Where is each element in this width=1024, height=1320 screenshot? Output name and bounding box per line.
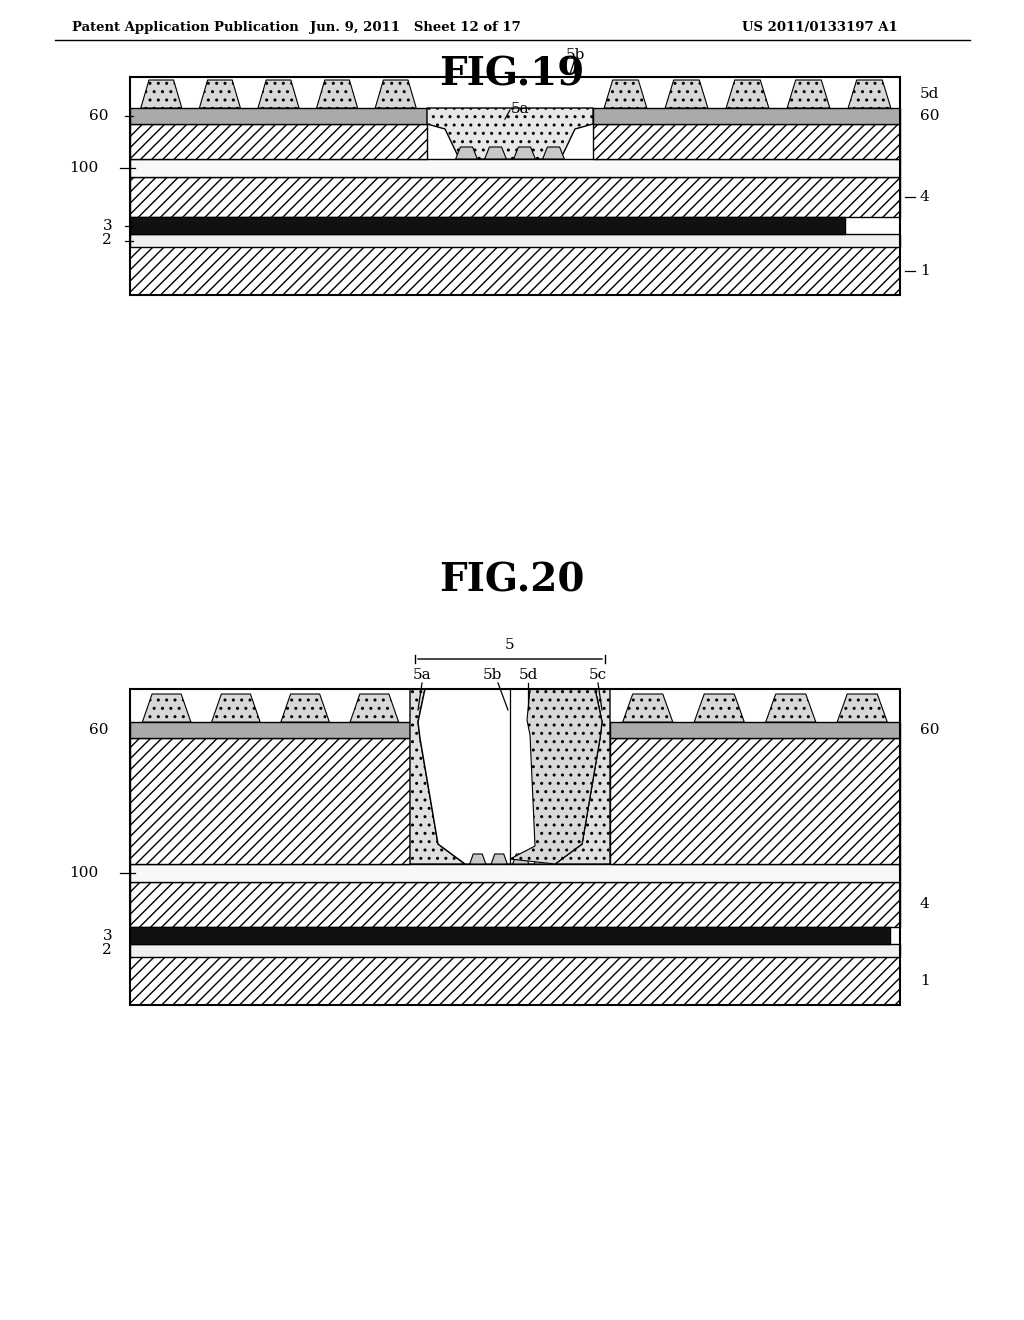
Polygon shape (492, 854, 507, 865)
Text: 5d: 5d (920, 87, 939, 102)
Bar (130, 158, 900, 177)
Polygon shape (375, 81, 416, 108)
Text: 5a: 5a (413, 668, 431, 682)
Bar (610, 738, 900, 865)
Polygon shape (726, 81, 769, 108)
Bar (130, 927, 890, 944)
Polygon shape (212, 694, 260, 722)
Polygon shape (666, 81, 708, 108)
Bar (130, 77, 900, 294)
Bar (130, 216, 845, 234)
Polygon shape (513, 854, 528, 865)
Polygon shape (258, 81, 299, 108)
Polygon shape (456, 147, 477, 158)
Text: 100: 100 (69, 161, 98, 176)
Text: Patent Application Publication: Patent Application Publication (72, 21, 299, 33)
Bar (593, 108, 900, 124)
Bar (130, 108, 427, 124)
Polygon shape (543, 147, 564, 158)
Polygon shape (838, 694, 887, 722)
Polygon shape (470, 854, 485, 865)
Text: 1: 1 (920, 264, 930, 279)
Text: 1: 1 (920, 974, 930, 987)
Polygon shape (350, 694, 398, 722)
Text: 60: 60 (920, 723, 939, 737)
Text: 5: 5 (505, 638, 515, 652)
Text: 60: 60 (88, 723, 108, 737)
Text: 5a: 5a (511, 102, 529, 116)
Text: 2: 2 (102, 944, 112, 957)
Text: 2: 2 (102, 234, 112, 248)
Text: US 2011/0133197 A1: US 2011/0133197 A1 (742, 21, 898, 33)
Bar (130, 234, 900, 247)
Bar (130, 177, 900, 216)
Text: FIG.19: FIG.19 (439, 55, 585, 94)
Bar (130, 865, 900, 882)
Polygon shape (848, 81, 891, 108)
Polygon shape (510, 689, 602, 865)
Bar (130, 247, 900, 294)
Text: 4: 4 (920, 898, 930, 912)
Text: 100: 100 (69, 866, 98, 880)
Polygon shape (604, 81, 647, 108)
Polygon shape (514, 147, 536, 158)
Bar (130, 738, 410, 865)
Polygon shape (410, 689, 465, 865)
Polygon shape (766, 694, 816, 722)
Text: 3: 3 (102, 928, 112, 942)
Bar (130, 689, 900, 1005)
Polygon shape (316, 81, 357, 108)
Text: 5b: 5b (482, 668, 502, 682)
Bar (130, 722, 410, 738)
Text: FIG.20: FIG.20 (439, 561, 585, 599)
Polygon shape (484, 147, 507, 158)
Text: 5d: 5d (518, 668, 538, 682)
Text: 4: 4 (920, 190, 930, 205)
Polygon shape (140, 81, 182, 108)
Text: 3: 3 (102, 219, 112, 232)
Polygon shape (535, 854, 550, 865)
Polygon shape (142, 694, 190, 722)
Polygon shape (694, 694, 744, 722)
Bar (130, 944, 900, 957)
Polygon shape (427, 108, 593, 158)
Bar (610, 722, 900, 738)
Bar (130, 957, 900, 1005)
Text: Jun. 9, 2011   Sheet 12 of 17: Jun. 9, 2011 Sheet 12 of 17 (309, 21, 520, 33)
Text: 5c: 5c (589, 668, 607, 682)
Text: 60: 60 (88, 110, 108, 123)
Text: 60: 60 (920, 110, 939, 123)
Polygon shape (281, 694, 330, 722)
Polygon shape (787, 81, 829, 108)
Text: 5b: 5b (565, 48, 585, 62)
Bar (130, 882, 900, 927)
Polygon shape (200, 81, 241, 108)
Polygon shape (418, 689, 602, 865)
Polygon shape (623, 694, 673, 722)
Bar (593, 124, 900, 158)
Polygon shape (555, 689, 610, 865)
Bar (130, 124, 427, 158)
